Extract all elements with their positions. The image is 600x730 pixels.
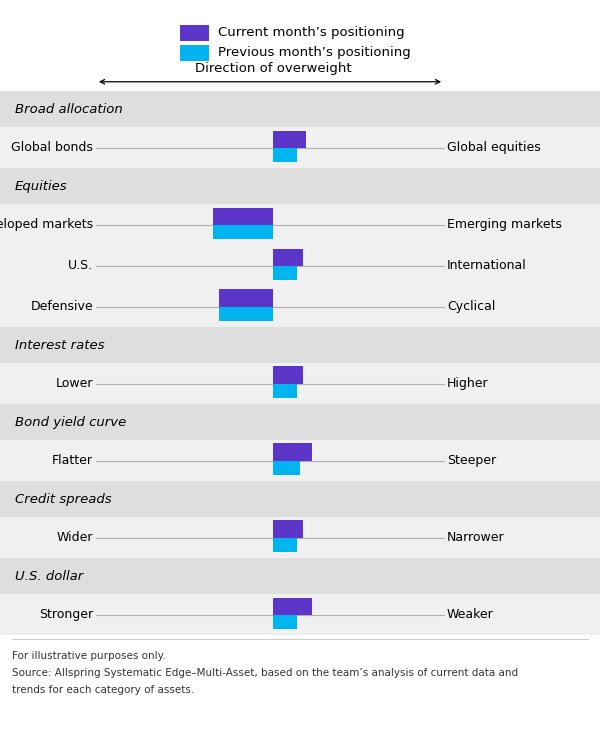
Bar	[273, 461, 300, 475]
Bar	[273, 615, 297, 629]
Text: Emerging markets: Emerging markets	[447, 218, 562, 231]
Bar	[0, 91, 600, 128]
Bar	[0, 204, 600, 245]
Text: Source: Allspring Systematic Edge–Multi-Asset, based on the team’s analysis of c: Source: Allspring Systematic Edge–Multi-…	[12, 668, 518, 678]
Text: Global equities: Global equities	[447, 142, 541, 154]
Text: Broad allocation: Broad allocation	[15, 103, 123, 116]
Bar	[180, 45, 209, 61]
Text: Steeper: Steeper	[447, 454, 496, 467]
Bar	[273, 597, 312, 615]
Bar	[273, 266, 297, 280]
Text: Lower: Lower	[56, 377, 93, 390]
Bar	[0, 518, 600, 558]
Bar	[0, 404, 600, 440]
Bar	[273, 443, 312, 461]
Text: Bond yield curve: Bond yield curve	[15, 415, 126, 429]
Bar	[0, 327, 600, 363]
Text: Global bonds: Global bonds	[11, 142, 93, 154]
Bar	[0, 594, 600, 635]
Text: Credit spreads: Credit spreads	[15, 493, 112, 506]
Bar	[0, 558, 600, 594]
Text: U.S.: U.S.	[68, 259, 93, 272]
Bar	[213, 208, 273, 225]
Text: Defensive: Defensive	[31, 300, 93, 313]
Text: Stronger: Stronger	[39, 608, 93, 621]
Bar	[273, 248, 303, 266]
Text: Cyclical: Cyclical	[447, 300, 496, 313]
Bar	[213, 225, 273, 239]
Bar	[273, 520, 303, 538]
Bar	[0, 440, 600, 481]
Bar	[0, 128, 600, 169]
Text: Current month’s positioning: Current month’s positioning	[218, 26, 404, 39]
Bar	[273, 538, 297, 552]
Text: Narrower: Narrower	[447, 531, 505, 544]
Bar	[219, 289, 273, 307]
Bar	[0, 286, 600, 327]
Bar	[0, 481, 600, 518]
Text: Interest rates: Interest rates	[15, 339, 104, 352]
Text: U.S. dollar: U.S. dollar	[15, 569, 83, 583]
Text: Higher: Higher	[447, 377, 488, 390]
Bar	[0, 245, 600, 286]
Text: For illustrative purposes only.: For illustrative purposes only.	[12, 651, 166, 661]
Bar	[273, 383, 297, 398]
Bar	[180, 25, 209, 41]
Text: International: International	[447, 259, 527, 272]
Bar	[273, 148, 297, 162]
Text: Previous month’s positioning: Previous month’s positioning	[218, 46, 410, 59]
Text: Developed markets: Developed markets	[0, 218, 93, 231]
Text: Weaker: Weaker	[447, 608, 494, 621]
Text: trends for each category of assets.: trends for each category of assets.	[12, 685, 194, 695]
Text: Equities: Equities	[15, 180, 68, 193]
Bar	[273, 131, 306, 148]
Bar	[219, 307, 273, 321]
Text: Flatter: Flatter	[52, 454, 93, 467]
Bar	[273, 366, 303, 383]
Bar	[0, 169, 600, 204]
Bar	[0, 363, 600, 404]
Text: Direction of overweight: Direction of overweight	[194, 62, 352, 75]
Text: Wider: Wider	[56, 531, 93, 544]
